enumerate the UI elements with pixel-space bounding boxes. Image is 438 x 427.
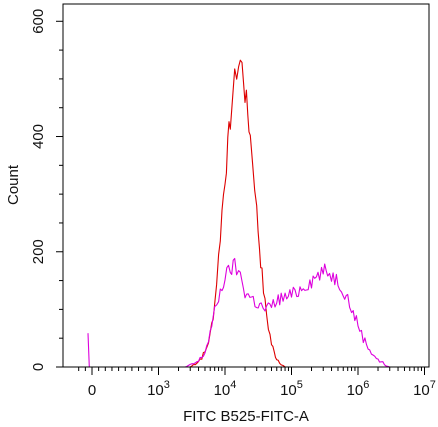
y-axis: 0 200 400 600 [30,9,63,371]
x-tick-label: 105 [280,379,303,399]
x-tick-label: 104 [214,379,237,399]
x-tick-label: 106 [347,379,370,399]
y-axis-title: Count [5,164,22,205]
x-tick-label: 103 [147,379,170,399]
x-tick-label: 107 [413,379,436,399]
series-1-line [189,59,286,368]
y-tick-label: 600 [30,9,47,34]
x-tick-label: 0 [88,382,96,399]
series-layer [87,59,390,368]
y-tick-label: 0 [30,363,47,371]
plot-frame [62,3,430,368]
y-tick-label: 400 [30,124,47,149]
y-tick-label: 200 [30,239,47,264]
x-axis-title: FITC B525-FITC-A [183,408,309,425]
x-axis: 0 103 104 105 106 107 [78,367,436,399]
series-2-line [87,257,390,368]
